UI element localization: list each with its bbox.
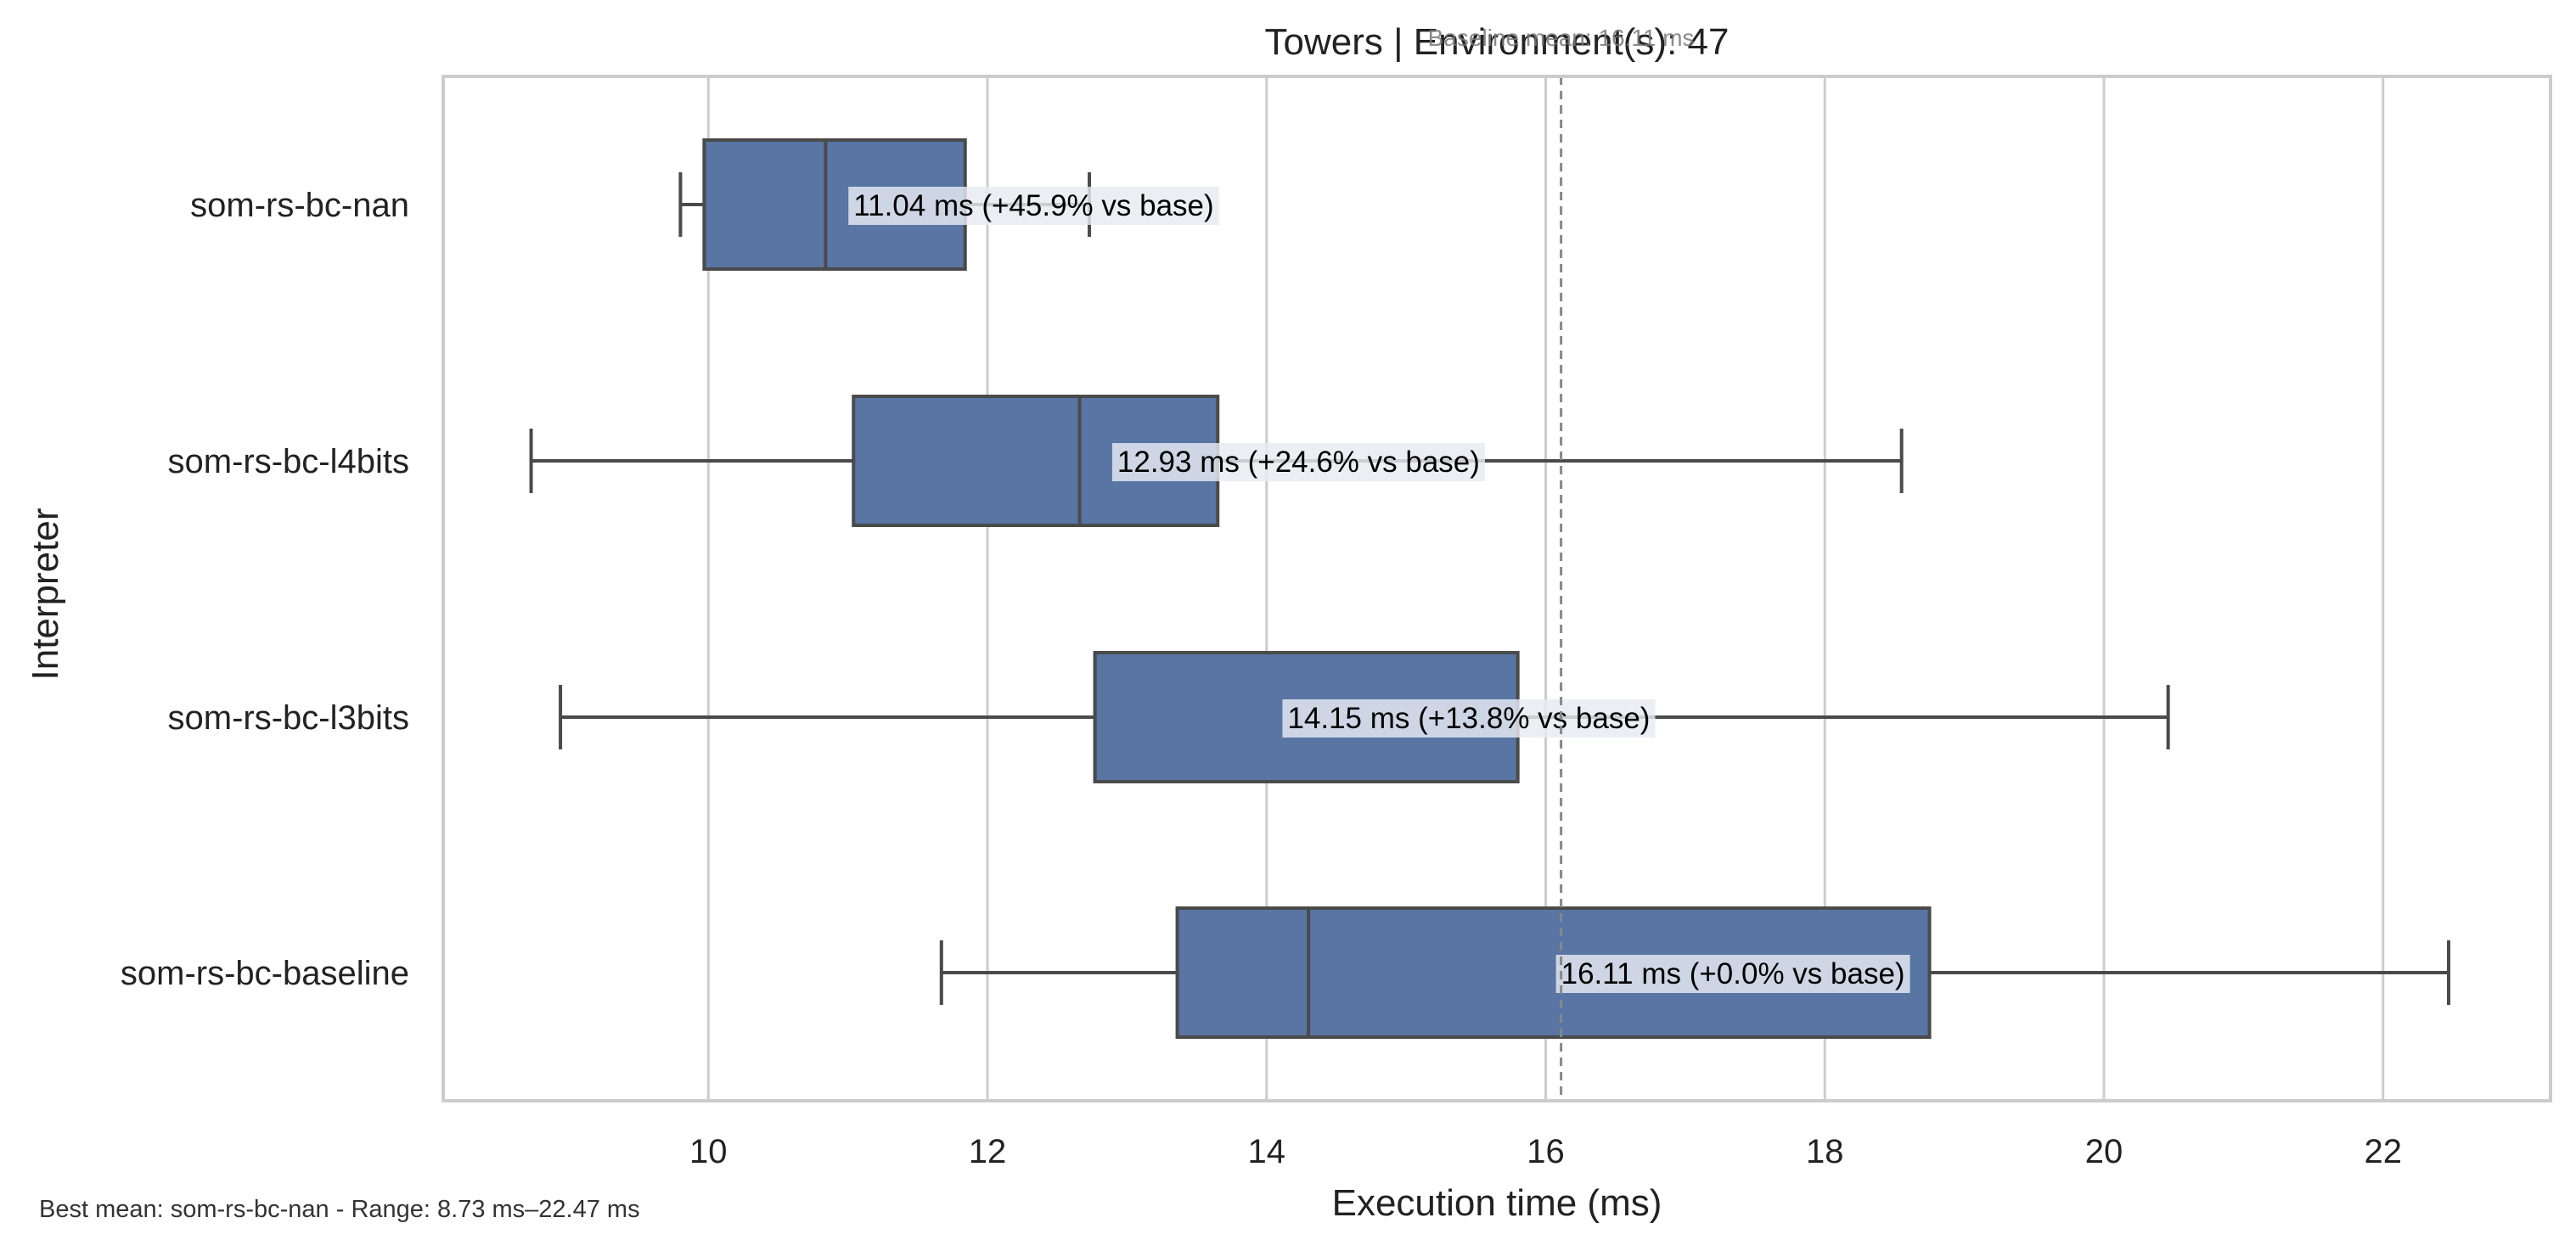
baseline-label: Baseline mean: 16.11 ms xyxy=(1428,25,1695,51)
y-axis-label: Interpreter xyxy=(25,508,66,681)
boxes xyxy=(532,140,2449,1037)
mean-label: 11.04 ms (+45.9% vs base) xyxy=(853,189,1213,222)
footer-note: Best mean: som-rs-bc-nan - Range: 8.73 m… xyxy=(39,1196,640,1223)
x-tick-label: 12 xyxy=(969,1133,1007,1170)
mean-label: 16.11 ms (+0.0% vs base) xyxy=(1561,957,1905,990)
y-tick-label: som-rs-bc-baseline xyxy=(121,955,409,992)
x-tick-label: 22 xyxy=(2365,1133,2403,1170)
x-tick-label: 20 xyxy=(2085,1133,2123,1170)
x-tick-label: 16 xyxy=(1527,1133,1565,1170)
x-axis-label: Execution time (ms) xyxy=(1332,1182,1662,1224)
y-tick-label: som-rs-bc-l3bits xyxy=(168,699,409,737)
mean-label: 14.15 ms (+13.8% vs base) xyxy=(1287,702,1650,735)
x-tick-label: 18 xyxy=(1806,1133,1844,1170)
x-tick-label: 10 xyxy=(689,1133,728,1170)
y-tick-label: som-rs-bc-l4bits xyxy=(168,443,409,480)
mean-label: 12.93 ms (+24.6% vs base) xyxy=(1117,446,1480,479)
y-tick-label: som-rs-bc-nan xyxy=(190,187,409,224)
x-tick-label: 14 xyxy=(1248,1133,1286,1170)
